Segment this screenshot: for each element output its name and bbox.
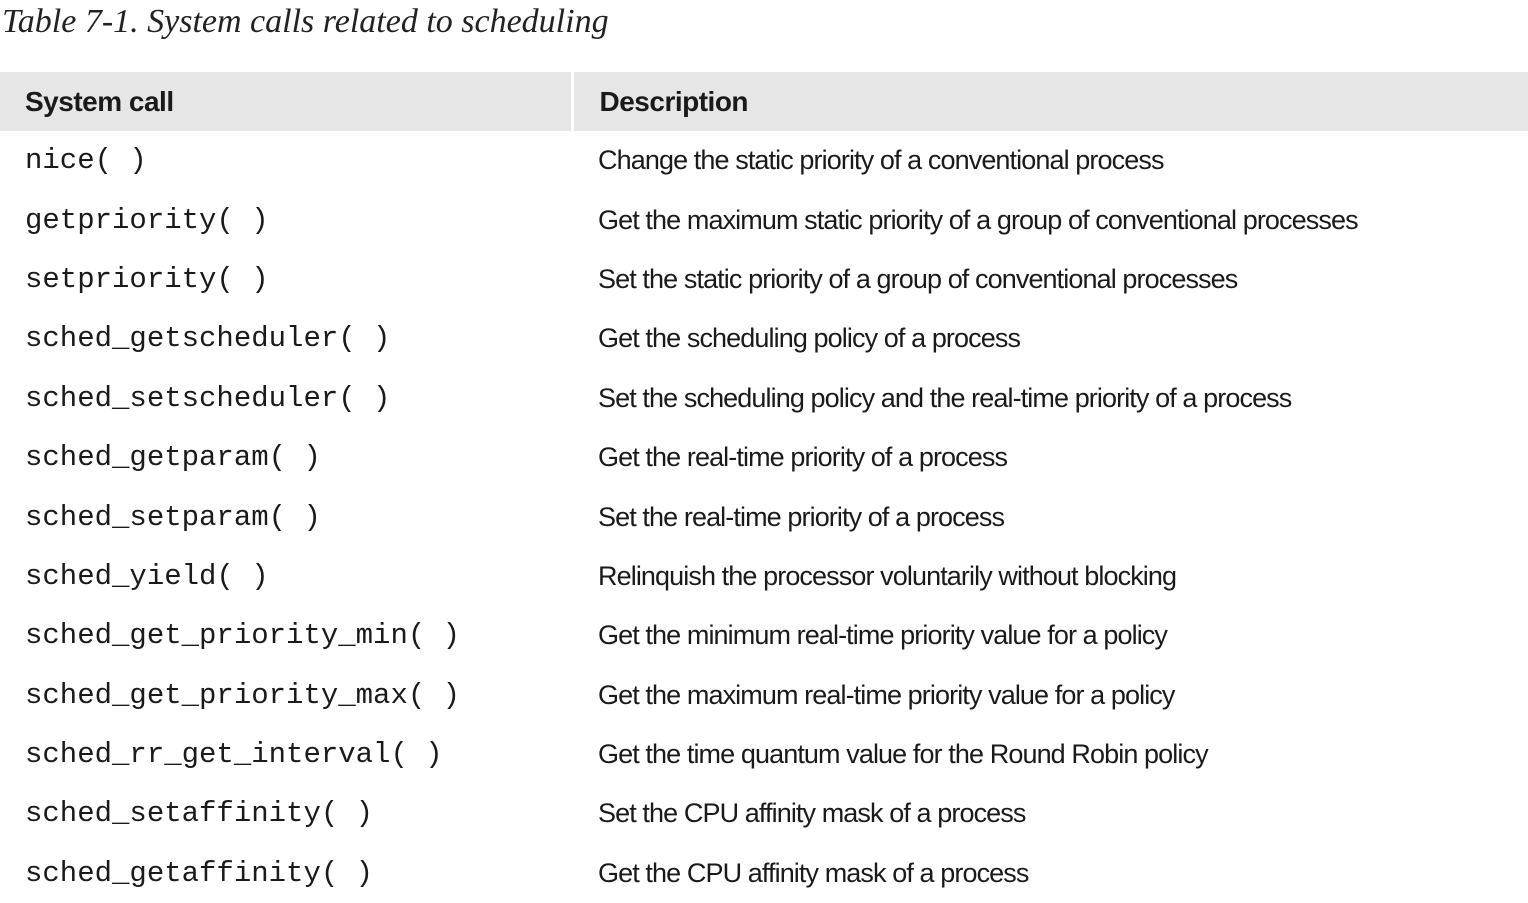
system-call-cell: sched_rr_get_interval( ) (25, 738, 443, 772)
table-row: sched_setaffinity( ) Set the CPU affinit… (0, 784, 1528, 843)
description-cell: Get the maximum static priority of a gro… (598, 204, 1359, 235)
table-row: sched_getscheduler( ) Get the scheduling… (0, 309, 1528, 368)
table-row: sched_setscheduler( ) Set the scheduling… (0, 369, 1528, 428)
description-cell: Get the maximum real-time priority value… (598, 679, 1175, 710)
description-cell: Set the static priority of a group of co… (598, 263, 1238, 294)
table-row: sched_rr_get_interval( ) Get the time qu… (0, 725, 1528, 784)
description-cell: Change the static priority of a conventi… (598, 145, 1164, 176)
system-call-cell: sched_setaffinity( ) (25, 797, 374, 831)
system-call-cell: sched_get_priority_min( ) (25, 619, 461, 653)
table-row: sched_yield( ) Relinquish the processor … (0, 547, 1528, 606)
description-cell: Set the CPU affinity mask of a process (598, 798, 1026, 829)
description-cell: Get the CPU affinity mask of a process (598, 857, 1029, 888)
table-row: getpriority( ) Get the maximum static pr… (0, 190, 1528, 249)
column-header-system-call: System call (25, 85, 174, 117)
table-header-row: System call Description (0, 72, 1528, 131)
table-row: nice( ) Change the static priority of a … (0, 131, 1528, 190)
table-row: sched_getparam( ) Get the real-time prio… (0, 428, 1528, 487)
table-caption: Table 7-1. System calls related to sched… (2, 3, 609, 40)
system-call-cell: getpriority( ) (25, 203, 269, 237)
description-cell: Get the minimum real-time priority value… (598, 620, 1168, 651)
column-header-description: Description (570, 72, 1528, 131)
scheduling-syscalls-table: System call Description nice( ) Change t… (0, 72, 1528, 903)
system-call-cell: setpriority( ) (25, 262, 269, 296)
table-row: sched_get_priority_max( ) Get the maximu… (0, 666, 1528, 725)
table-row: sched_get_priority_min( ) Get the minimu… (0, 606, 1528, 665)
table-row: setpriority( ) Set the static priority o… (0, 250, 1528, 309)
system-call-cell: sched_getscheduler( ) (25, 322, 391, 356)
system-call-cell: sched_getparam( ) (25, 441, 321, 475)
system-call-cell: nice( ) (25, 144, 147, 178)
system-call-cell: sched_setscheduler( ) (25, 381, 391, 415)
description-cell: Get the real-time priority of a process (598, 442, 1008, 473)
system-call-cell: sched_get_priority_max( ) (25, 678, 461, 712)
table-row: sched_setparam( ) Set the real-time prio… (0, 487, 1528, 546)
description-cell: Set the scheduling policy and the real-t… (598, 382, 1292, 413)
description-cell: Set the real-time priority of a process (598, 501, 1005, 532)
description-cell: Get the scheduling policy of a process (598, 323, 1021, 354)
system-call-cell: sched_setparam( ) (25, 500, 321, 534)
table-row: sched_getaffinity( ) Get the CPU affinit… (0, 844, 1528, 903)
description-cell: Get the time quantum value for the Round… (598, 739, 1209, 770)
system-call-cell: sched_yield( ) (25, 559, 269, 593)
system-call-cell: sched_getaffinity( ) (25, 856, 374, 890)
description-cell: Relinquish the processor voluntarily wit… (598, 560, 1177, 591)
